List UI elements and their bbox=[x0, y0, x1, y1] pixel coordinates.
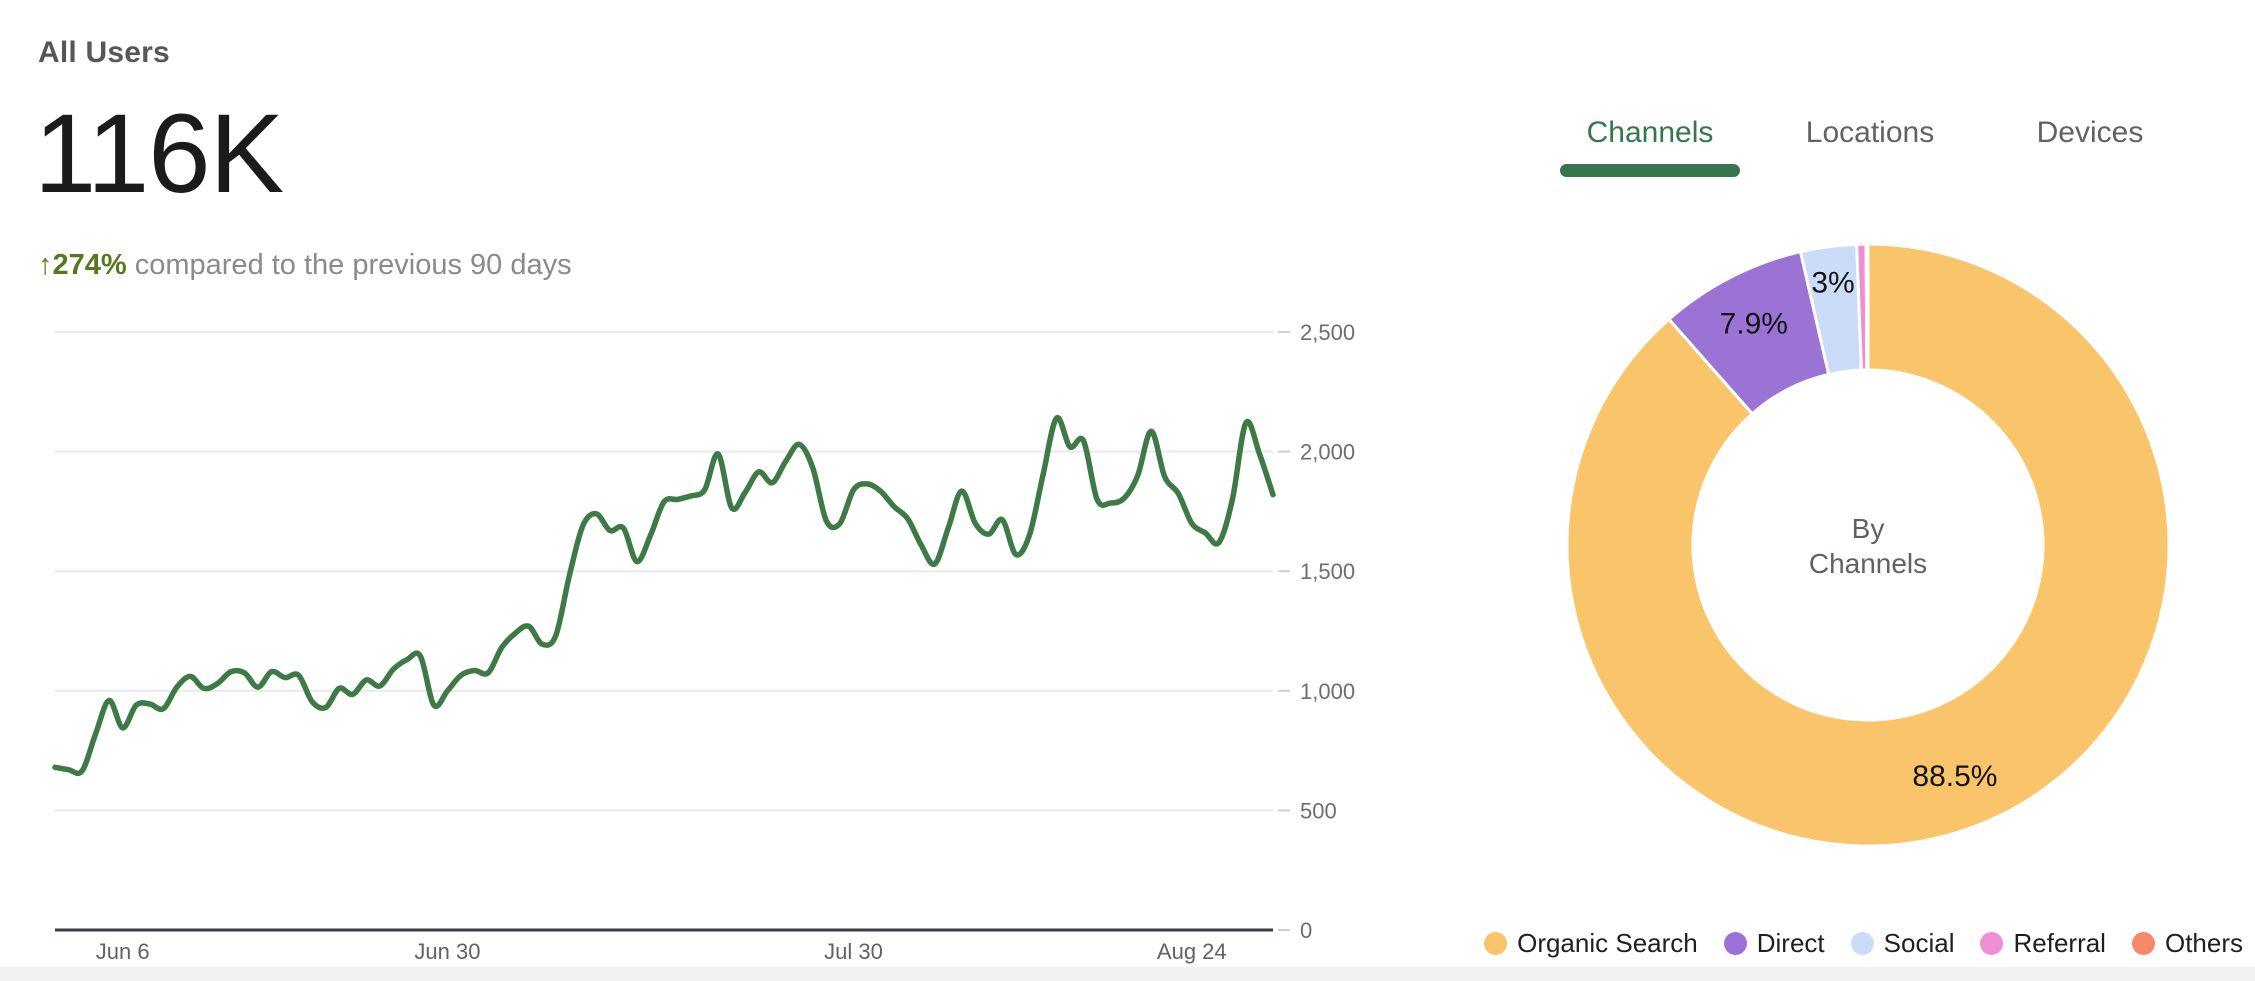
donut-center-label: Channels bbox=[1809, 548, 1927, 579]
tab-active-indicator bbox=[1560, 164, 1740, 177]
legend-label: Referral bbox=[2013, 928, 2106, 958]
channels-donut-chart[interactable]: 88.5% 7.9% 3% By Channels bbox=[1520, 235, 2240, 865]
legend-item-referral: Referral bbox=[1980, 928, 2106, 959]
y-axis-label: 1,500 bbox=[1300, 559, 1355, 584]
x-axis-label: Jun 30 bbox=[414, 939, 480, 964]
donut-center-label: By bbox=[1852, 513, 1885, 544]
legend-item-social: Social bbox=[1850, 928, 1955, 959]
donut-legend: Organic Search Direct Social Referral Others bbox=[1484, 928, 2243, 959]
legend-item-others: Others bbox=[2131, 928, 2243, 959]
legend-dot-icon bbox=[1723, 932, 1747, 955]
y-axis-label: 0 bbox=[1300, 918, 1312, 943]
legend-label: Direct bbox=[1756, 928, 1825, 958]
trend-up-icon: ↑ bbox=[38, 249, 53, 281]
legend-dot-icon bbox=[1850, 932, 1874, 955]
tab-channels-label: Channels bbox=[1586, 116, 1714, 149]
legend-label: Others bbox=[2164, 928, 2243, 958]
donut-slice-organic-search[interactable] bbox=[1565, 242, 2171, 848]
slice-label-direct: 7.9% bbox=[1720, 308, 1788, 341]
tab-locations[interactable]: Locations bbox=[1760, 115, 1980, 177]
delta-caption: compared to the previous 90 days bbox=[134, 249, 572, 281]
slice-label-social: 3% bbox=[1811, 266, 1854, 299]
page-background-strip bbox=[0, 967, 2255, 981]
donut-slice-others[interactable] bbox=[1864, 242, 1870, 372]
x-axis-label: Aug 24 bbox=[1157, 939, 1227, 964]
x-axis-label: Jun 6 bbox=[96, 939, 150, 964]
y-axis-label: 1,000 bbox=[1300, 679, 1355, 704]
delta-row: ↑274% compared to the previous 90 days bbox=[38, 248, 572, 282]
x-axis-label: Jul 30 bbox=[824, 939, 883, 964]
y-axis-label: 2,500 bbox=[1300, 320, 1355, 345]
delta-percent: 274% bbox=[52, 249, 127, 281]
legend-dot-icon bbox=[1980, 932, 2004, 955]
users-line-chart[interactable]: 0 500 1,000 1,500 2,000 2,500 Jun 6 Jun 30 Jul 3… bbox=[30, 305, 1360, 970]
users-trend-line bbox=[52, 415, 1276, 777]
tab-channels[interactable]: Channels bbox=[1540, 115, 1760, 177]
y-axis-label: 500 bbox=[1300, 798, 1337, 823]
tab-devices-label: Devices bbox=[2036, 116, 2144, 149]
y-axis-label: 2,000 bbox=[1300, 440, 1355, 465]
legend-item-direct: Direct bbox=[1723, 928, 1825, 959]
legend-dot-icon bbox=[2131, 932, 2155, 955]
tab-locations-label: Locations bbox=[1805, 116, 1935, 149]
legend-label: Social bbox=[1883, 928, 1955, 958]
slice-label-organic-search: 88.5% bbox=[1912, 760, 1997, 793]
legend-dot-icon bbox=[1484, 932, 1508, 955]
breakdown-tabs: Channels Locations Devices bbox=[1540, 115, 2200, 177]
tab-devices[interactable]: Devices bbox=[1980, 115, 2200, 177]
metric-value: 116K bbox=[34, 91, 284, 216]
legend-item-organic-search: Organic Search bbox=[1484, 928, 1698, 959]
legend-label: Organic Search bbox=[1517, 928, 1698, 958]
card-title: All Users bbox=[38, 36, 170, 69]
